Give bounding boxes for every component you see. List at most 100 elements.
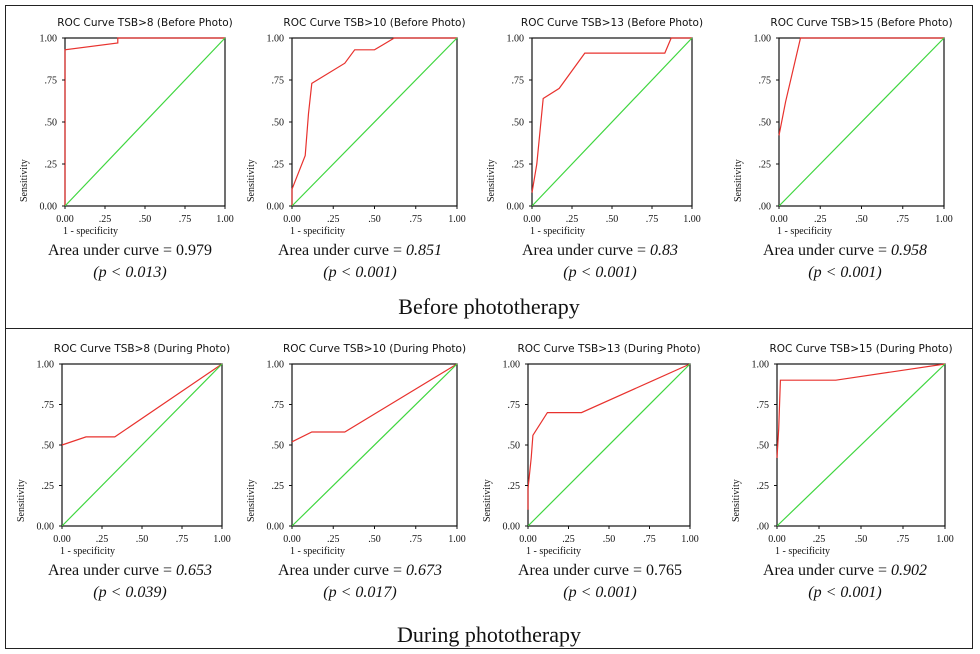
x-axis-label: 1 - specificity [526,546,581,557]
x-tick-label: 1.00 [216,214,234,225]
x-tick-label: 0.00 [53,534,71,545]
roc-panel-7: ROC Curve TSB>13 (During Photo) 0.00 .25 .5… [480,338,720,638]
y-tick-label: .50 [42,441,55,452]
x-axis-label: 1 - specificity [60,546,115,557]
roc-panel-5: ROC Curve TSB>8 (During Photo) 0.00 .25 .50… [10,338,250,638]
roc-chart-svg: ROC Curve TSB>10 (During Photo) 0.00 .25 .5… [246,343,466,557]
roc-panel-2: ROC Curve TSB>10 (Before Photo) 0.00 .25 .5… [240,8,480,308]
reference-diagonal-line [64,37,226,207]
auc-value: 0.653 [176,562,213,579]
p-value-text: (p < 0.017) [323,584,397,601]
p-value-text: (p < 0.001) [563,584,637,601]
y-tick-label: 0.00 [267,522,285,533]
x-tick-label: .50 [368,214,381,225]
y-tick-label: 1.00 [267,360,285,371]
x-tick-label: .75 [176,534,189,545]
p-value-text: (p < 0.039) [93,584,167,601]
auc-label: Area under curve = [47,562,177,579]
y-tick-label: .25 [508,481,521,492]
y-tick-label: 0.00 [40,202,58,213]
y-tick-label: 1.00 [752,360,770,371]
auc-value: 0.765 [646,562,683,579]
x-tick-label: .50 [603,534,616,545]
chart-title: ROC Curve TSB>13 (Before Photo) [521,17,703,29]
y-tick-label: 1.00 [754,34,772,45]
auc-value: 0.979 [176,242,213,259]
auc-text: Area under curve = 0.851 [240,242,480,260]
reference-diagonal-line [776,363,946,527]
x-axis-label: 1 - specificity [290,546,345,557]
x-tick-label: .75 [643,534,656,545]
y-tick-label: .75 [272,400,285,411]
p-value-text: (p < 0.001) [323,264,397,281]
chart-title: ROC Curve TSB>10 (Before Photo) [283,17,465,29]
auc-label: Area under curve = [277,242,407,259]
auc-text: Area under curve = 0.765 [480,562,720,580]
roc-chart-svg: ROC Curve TSB>13 (During Photo) 0.00 .25 .5… [482,343,701,557]
x-tick-label: .25 [814,214,827,225]
y-tick-label: .75 [42,400,55,411]
roc-curve-line [291,363,458,443]
roc-panel-4: ROC Curve TSB>15 (Before Photo) .00 .25 .50… [725,8,965,308]
reference-diagonal-line [291,363,458,527]
section-label-during: During phototherapy [397,622,581,647]
x-tick-label: .50 [136,534,149,545]
x-tick-label: 1.00 [683,214,701,225]
y-tick-label: 1.00 [40,34,58,45]
y-tick-label: 1.00 [37,360,55,371]
roc-chart-svg: ROC Curve TSB>15 (During Photo) .00 .25 .50… [731,343,954,557]
auc-value: 0.673 [406,562,443,579]
y-tick-label: .50 [757,441,770,452]
y-tick-label: 0.00 [503,522,521,533]
y-tick-label: .75 [512,76,525,87]
x-tick-label: 1.00 [213,534,231,545]
reference-diagonal-line [61,363,223,527]
y-tick-label: .50 [45,118,58,129]
y-tick-label: .25 [272,160,285,171]
x-tick-label: 0.00 [523,214,541,225]
x-tick-label: .50 [606,214,619,225]
x-tick-label: .50 [139,214,152,225]
x-tick-label: .25 [327,214,340,225]
reference-diagonal-line [778,37,945,207]
x-tick-label: .50 [855,214,868,225]
figure-frame [5,5,973,649]
y-tick-label: 1.00 [503,360,521,371]
roc-panel-6: ROC Curve TSB>10 (During Photo) 0.00 .25 .5… [240,338,480,638]
y-axis-label: Sensitivity [246,159,257,202]
auc-label: Area under curve = [762,562,892,579]
auc-label: Area under curve = [521,242,651,259]
y-tick-label: .75 [508,400,521,411]
roc-panel-3: ROC Curve TSB>13 (Before Photo) 0.00 .25 .5… [480,8,720,308]
y-tick-label: 1.00 [507,34,525,45]
auc-label: Area under curve = [47,242,177,259]
p-value-text: (p < 0.013) [93,264,167,281]
roc-curve-line [531,37,692,193]
x-tick-label: 0.00 [519,534,537,545]
reference-diagonal-line [291,37,458,207]
section-label-before: Before phototherapy [398,294,580,319]
roc-curve-line [61,363,223,446]
auc-text: Area under curve = 0.83 [480,242,720,260]
x-axis-label: 1 - specificity [530,226,585,237]
y-axis-label: Sensitivity [486,159,497,202]
roc-curve-line [291,37,457,206]
x-tick-label: 1.00 [935,214,953,225]
roc-panel-8: ROC Curve TSB>15 (During Photo) .00 .25 .50… [725,338,965,638]
x-tick-label: .25 [562,534,575,545]
auc-text: Area under curve = 0.979 [10,242,250,260]
x-tick-label: 1.00 [448,534,466,545]
roc-chart-svg: ROC Curve TSB>10 (Before Photo) 0.00 .25 .5… [246,17,466,237]
y-tick-label: .50 [759,118,772,129]
y-axis-label: Sensitivity [246,479,257,522]
x-axis-label: 1 - specificity [777,226,832,237]
y-tick-label: 1.00 [267,34,285,45]
y-tick-label: .50 [512,118,525,129]
x-axis-label: 1 - specificity [290,226,345,237]
p-value-text: (p < 0.001) [808,584,882,601]
roc-chart-svg: ROC Curve TSB>8 (Before Photo) 0.00 .25 .50… [19,17,234,237]
y-tick-label: .50 [508,441,521,452]
y-tick-label: .25 [512,160,525,171]
y-axis-label: Sensitivity [733,159,744,202]
x-tick-label: 0.00 [56,214,74,225]
